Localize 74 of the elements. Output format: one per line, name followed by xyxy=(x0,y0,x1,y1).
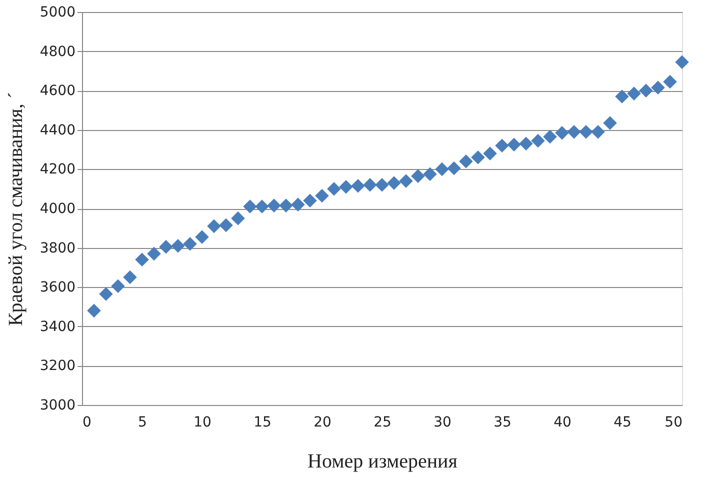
x-tick-label: 35 xyxy=(494,414,512,430)
point xyxy=(111,279,125,294)
point xyxy=(171,238,185,253)
point xyxy=(219,218,233,232)
point xyxy=(579,124,593,139)
x-tick-label: 15 xyxy=(254,414,272,430)
y-tick-label: 3200 xyxy=(40,358,76,374)
point xyxy=(207,219,221,234)
point xyxy=(339,180,353,194)
x-tick-label: 25 xyxy=(374,414,392,430)
y-tick-label: 4000 xyxy=(40,201,76,217)
point xyxy=(543,130,557,144)
y-axis-title: Краевой угол смачивания, ´ xyxy=(4,92,27,326)
y-tick-label: 4800 xyxy=(40,44,76,60)
point xyxy=(651,80,665,95)
point xyxy=(135,252,149,266)
point xyxy=(363,178,377,192)
point xyxy=(603,116,617,130)
point xyxy=(87,304,101,318)
point xyxy=(387,176,401,190)
point xyxy=(279,198,293,212)
point xyxy=(447,161,461,176)
point xyxy=(519,136,533,151)
point xyxy=(411,169,425,183)
point xyxy=(675,55,689,69)
point xyxy=(591,124,605,139)
x-tick-label: 20 xyxy=(314,414,332,430)
y-tick-label: 4400 xyxy=(40,122,76,138)
y-tick-label: 3600 xyxy=(40,280,76,296)
point xyxy=(495,138,509,153)
point xyxy=(183,236,197,251)
y-tick-label: 3800 xyxy=(40,240,76,256)
point xyxy=(663,74,677,89)
point xyxy=(615,90,629,104)
point xyxy=(639,84,653,98)
x-tick-label: 30 xyxy=(434,414,452,430)
point xyxy=(159,240,173,254)
point xyxy=(459,154,473,168)
x-tick-label: 50 xyxy=(664,414,682,430)
y-tick-label: 3400 xyxy=(40,318,76,335)
point xyxy=(375,178,389,192)
y-tick-label: 4200 xyxy=(40,162,76,178)
x-axis-title: Номер измерения xyxy=(308,450,458,472)
y-tick-label: 3000 xyxy=(40,398,76,414)
point xyxy=(471,150,485,164)
point xyxy=(147,246,161,261)
x-tick-label: 45 xyxy=(614,414,632,430)
point xyxy=(435,162,449,176)
point xyxy=(351,179,365,193)
point xyxy=(315,188,329,203)
point xyxy=(555,126,569,140)
point xyxy=(507,138,521,152)
point xyxy=(423,167,437,182)
x-tick-label: 40 xyxy=(554,414,572,430)
x-tick-label: 5 xyxy=(138,414,147,430)
x-tick-label: 0 xyxy=(82,414,92,430)
point xyxy=(327,182,341,196)
y-tick-label: 4600 xyxy=(40,83,76,100)
point xyxy=(123,270,137,284)
point xyxy=(627,86,641,100)
point xyxy=(303,194,317,208)
point xyxy=(399,174,413,188)
point xyxy=(195,230,209,244)
point xyxy=(267,198,281,212)
y-tick-label: 5000 xyxy=(40,4,76,20)
point xyxy=(567,124,581,139)
point xyxy=(255,200,269,214)
x-tick-label: 10 xyxy=(194,414,212,430)
point xyxy=(99,287,113,301)
point xyxy=(531,134,545,148)
point xyxy=(291,198,305,212)
point xyxy=(243,200,257,214)
point xyxy=(483,146,497,160)
point xyxy=(231,211,245,226)
